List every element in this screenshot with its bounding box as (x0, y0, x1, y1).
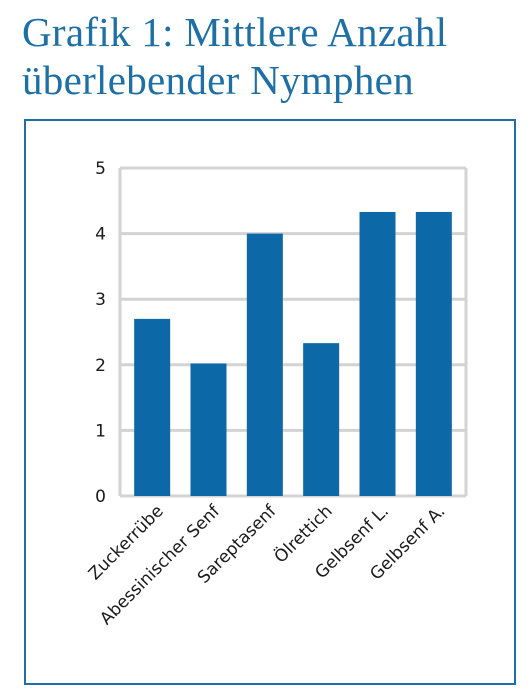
bar (415, 211, 452, 496)
y-tick-label: 1 (95, 421, 106, 441)
grid-lines (118, 166, 468, 498)
y-tick-label: 0 (95, 487, 106, 507)
y-axis-ticks: 0 1 2 3 4 5 (95, 159, 106, 507)
chart-title: Grafik 1: Mittlere Anzahl überlebender N… (22, 9, 448, 103)
bar (190, 363, 227, 496)
chart-frame (24, 119, 516, 685)
y-tick-label: 5 (95, 159, 106, 179)
bar (246, 233, 283, 496)
y-tick-label: 4 (95, 225, 106, 245)
bars (134, 211, 452, 496)
bar (359, 211, 396, 496)
y-tick-label: 2 (95, 356, 106, 376)
bar (303, 343, 340, 496)
y-tick-label: 3 (95, 290, 106, 310)
bar (134, 318, 171, 496)
